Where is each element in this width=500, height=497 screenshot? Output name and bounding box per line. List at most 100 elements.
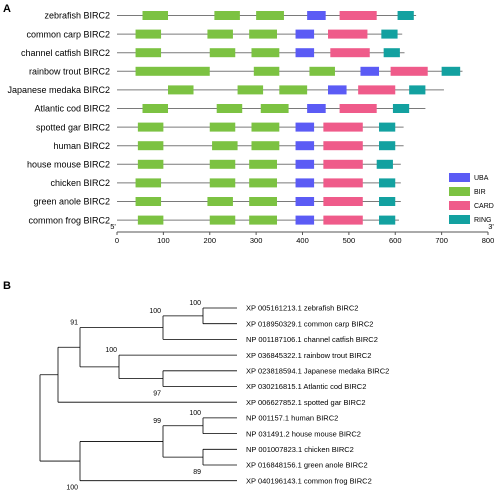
x-tick-label: 300 [250,236,263,245]
uba-domain [295,197,315,206]
protein-row: rainbow trout BIRC2 [29,67,463,77]
bootstrap-value: 91 [70,320,78,327]
phylogenetic-tree: XP 005161213.1 zebrafish BIRC2 XP 0189503… [39,300,389,492]
uba-domain [307,104,326,113]
ring-domain [379,197,396,206]
card-domain [323,141,363,151]
tree-leaf-label: NP 001187106.1 channel catfish BIRC2 [246,335,378,344]
bir-legend-label: BIR [474,189,486,196]
domain-legend: UBA BIR CARD RING [449,173,494,224]
x-tick-label: 700 [435,236,448,245]
ring-domain [376,159,393,169]
protein-row: channel catfish BIRC2 [21,48,405,58]
protein-name: rainbow trout BIRC2 [29,67,110,77]
bir-domain [137,159,164,169]
bootstrap-value: 97 [153,391,161,398]
uba-domain [307,11,326,20]
tree-leaf-label: XP 018950329.1 common carp BIRC2 [246,319,373,328]
protein-row: human BIRC2 [53,141,404,151]
card-legend-label: CARD [474,203,494,210]
ring-domain [379,178,396,188]
x-tick-label: 800 [482,236,495,245]
protein-row: chicken BIRC2 [50,178,401,188]
protein-row: spotted gar BIRC2 [36,122,404,132]
panel-a-label: A [3,3,11,15]
bir-domain [207,197,233,206]
tree-leaf-label: XP 005161213.1 zebrafish BIRC2 [246,304,358,313]
bir-domain [142,104,169,113]
protein-row: common carp BIRC2 [26,29,403,39]
protein-name: chicken BIRC2 [50,178,110,188]
protein-name: Japanese medaka BIRC2 [7,85,110,95]
bootstrap-value: 100 [105,347,117,354]
uba-domain [295,159,315,169]
bir-domain [249,159,277,169]
uba-domain [295,48,315,58]
uba-domain [295,141,315,151]
protein-name: channel catfish BIRC2 [21,48,110,58]
bir-domain [209,159,236,169]
bir-domain [251,141,280,151]
tree-leaf-label: XP 023818594.1 Japanese medaka BIRC2 [246,367,389,376]
ring-domain [392,104,410,113]
bir-domain [137,141,164,151]
ring-domain [441,66,461,76]
ring-domain [379,122,396,132]
bootstrap-value: 100 [66,485,78,492]
uba-domain [328,85,347,95]
uba-legend-swatch [449,173,470,182]
uba-domain [295,122,315,132]
card-domain [323,122,363,132]
protein-row: Atlantic cod BIRC2 [34,104,426,114]
five-prime-label: 5' [110,222,116,231]
panel-b-label: B [3,280,11,292]
bir-domain [135,29,162,39]
card-domain [323,215,363,225]
x-tick-label: 600 [389,236,402,245]
bir-domain [237,85,264,95]
x-tick-label: 0 [115,236,119,245]
bootstrap-value: 100 [189,300,201,307]
protein-name: spotted gar BIRC2 [36,122,110,132]
bir-domain [216,104,243,113]
protein-name: common carp BIRC2 [26,29,110,39]
ring-domain [379,215,396,225]
ring-domain [383,48,400,58]
protein-name: zebrafish BIRC2 [44,11,110,21]
bir-domain [251,122,280,132]
ring-legend-swatch [449,215,470,224]
x-tick-label: 200 [203,236,216,245]
bir-domain [137,122,164,132]
three-prime-label: 3' [488,222,494,231]
protein-name: common frog BIRC2 [28,215,110,225]
protein-name: house mouse BIRC2 [27,160,110,170]
tree-leaf-label: XP 030216815.1 Atlantic cod BIRC2 [246,382,366,391]
ring-domain [379,141,396,151]
uba-domain [295,178,315,188]
uba-domain [360,66,380,76]
bir-domain [249,215,277,225]
bir-domain [251,48,280,58]
x-tick-label: 100 [157,236,170,245]
bir-domain [256,11,284,20]
card-domain [339,104,377,113]
protein-row: green anole BIRC2 [33,197,401,207]
card-domain [323,178,363,188]
bir-domain [137,215,164,225]
bootstrap-value: 100 [189,410,201,417]
card-domain [323,159,363,169]
tree-leaf-label: XP 006627852.1 spotted gar BIRC2 [246,398,366,407]
length-axis: 0 100 200 300 400 500 600 700 800 5' 3' [110,222,494,245]
card-domain [339,11,377,20]
bir-domain [260,104,289,113]
card-domain [358,85,396,95]
bir-domain [253,66,280,76]
bir-domain [209,215,236,225]
tree-leaf-label: NP 001007823.1 chicken BIRC2 [246,445,354,454]
protein-name: green anole BIRC2 [33,197,110,207]
tree-leaf-label: XP 040196143.1 common frog BIRC2 [246,476,372,485]
domain-architecture: zebrafish BIRC2 common carp BIRC2 channel … [7,11,463,225]
uba-legend-label: UBA [474,175,489,182]
card-legend-swatch [449,201,470,210]
